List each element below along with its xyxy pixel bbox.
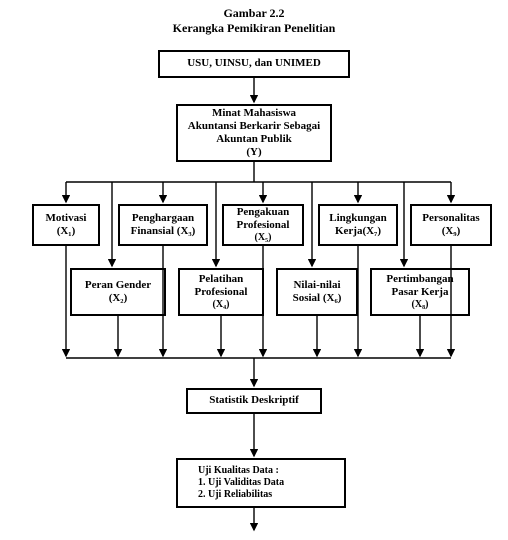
node-y-l2: Akuntansi Berkarir Sebagai [188, 120, 320, 133]
node-y-l3: Akuntan Publik [216, 133, 292, 146]
node-y-l4: (Y) [246, 146, 261, 159]
node-x3-l2: Finansial (X₃) [131, 225, 196, 238]
node-stat: Statistik Deskriptif [186, 388, 322, 414]
title-line-2: Kerangka Pemikiran Penelitian [0, 21, 508, 36]
node-x4-l1: Pelatihan [199, 273, 244, 286]
node-x5-sub: (X₅) [255, 232, 272, 244]
node-stat-label: Statistik Deskriptif [209, 394, 299, 407]
node-x9-label: Personalitas [422, 212, 479, 225]
node-x6-l2: Sosial (X₆) [293, 292, 342, 305]
node-x5: Pengakuan Profesional (X₅) [222, 204, 304, 246]
node-uji-title: Uji Kualitas Data : [198, 465, 338, 477]
node-x5-l2: Profesional [237, 219, 290, 232]
node-x8-sub: (X₈) [412, 299, 429, 311]
node-x3-l1: Penghargaan [132, 212, 194, 225]
node-x8-l1: Pertimbangan [386, 273, 453, 286]
node-x8-l2: Pasar Kerja [392, 286, 449, 299]
node-x1-sub: (X₁) [57, 225, 76, 238]
node-x4: Pelatihan Profesional (X₄) [178, 268, 264, 316]
node-x7: Lingkungan Kerja(X₇) [318, 204, 398, 246]
node-x6-l1: Nilai-nilai [293, 279, 340, 292]
node-x6: Nilai-nilai Sosial (X₆) [276, 268, 358, 316]
node-x5-l1: Pengakuan [237, 206, 290, 219]
node-x9: Personalitas (X₉) [410, 204, 492, 246]
node-x7-l1: Lingkungan [329, 212, 386, 225]
node-x3: Penghargaan Finansial (X₃) [118, 204, 208, 246]
node-y: Minat Mahasiswa Akuntansi Berkarir Sebag… [176, 104, 332, 162]
node-x8: Pertimbangan Pasar Kerja (X₈) [370, 268, 470, 316]
node-top: USU, UINSU, dan UNIMED [158, 50, 350, 78]
node-x7-l2: Kerja(X₇) [335, 225, 381, 238]
node-y-l1: Minat Mahasiswa [212, 107, 296, 120]
node-uji: Uji Kualitas Data : 1. Uji Validitas Dat… [176, 458, 346, 508]
node-x4-sub: (X₄) [213, 299, 230, 311]
node-uji-item1: 1. Uji Validitas Data [198, 477, 338, 489]
title-line-1: Gambar 2.2 [0, 6, 508, 21]
node-x2-sub: (X₂) [109, 292, 128, 305]
node-uji-item2: 2. Uji Reliabilitas [198, 489, 338, 501]
node-x9-sub: (X₉) [442, 225, 461, 238]
node-top-label: USU, UINSU, dan UNIMED [187, 57, 321, 70]
node-x1: Motivasi (X₁) [32, 204, 100, 246]
node-x2-l1: Peran Gender [85, 279, 151, 292]
node-x4-l2: Profesional [195, 286, 248, 299]
node-x1-label: Motivasi [46, 212, 87, 225]
figure-title: Gambar 2.2 Kerangka Pemikiran Penelitian [0, 0, 508, 36]
node-x2: Peran Gender (X₂) [70, 268, 166, 316]
